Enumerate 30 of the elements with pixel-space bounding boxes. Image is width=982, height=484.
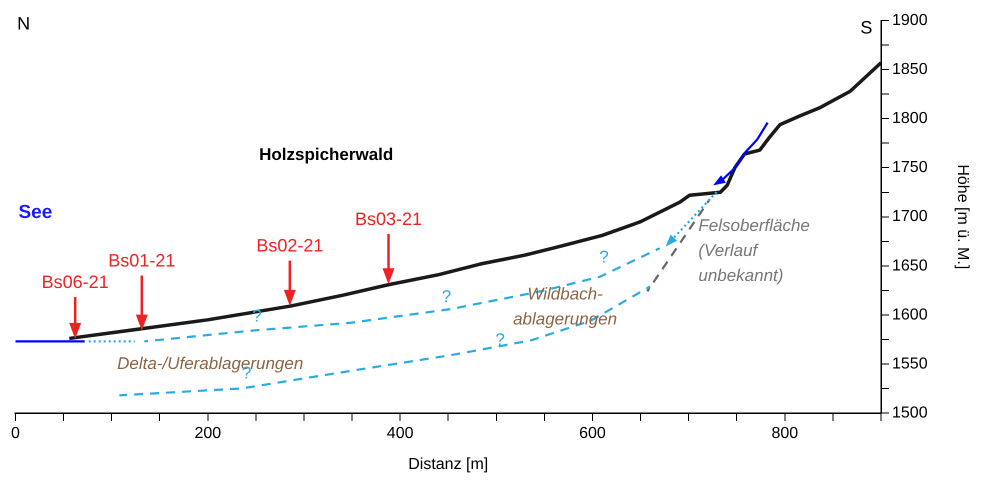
y-tick-label: 1850: [892, 61, 928, 78]
y-tick-label: 1650: [892, 257, 928, 274]
annotation: S: [860, 17, 872, 38]
annotation: ?: [599, 248, 609, 267]
x-tick-label: 800: [771, 425, 798, 442]
x-axis-title: Distanz [m]: [408, 456, 488, 473]
y-tick-label: 1750: [892, 159, 928, 176]
x-tick-label: 0: [10, 425, 20, 442]
annotation: Bs01-21: [108, 250, 176, 270]
annotation: Bs02-21: [256, 236, 324, 256]
line-series: [118, 285, 652, 396]
x-tick-label: 600: [579, 425, 606, 442]
y-tick-label: 1800: [892, 110, 928, 128]
annotation: Wildbach- ablagerungen: [513, 284, 618, 328]
annotation: N: [17, 13, 30, 34]
x-tick-label: 400: [386, 425, 414, 442]
annotation: Bs06-21: [42, 272, 109, 292]
y-tick-label: 1900: [892, 12, 928, 30]
y-tick-label: 1550: [892, 355, 928, 372]
annotation: Felsoberfläche (Verlauf unbekannt): [698, 216, 810, 286]
annotation: See: [18, 202, 52, 224]
y-tick-label: 1500: [892, 404, 928, 422]
y-tick-label: 1700: [892, 208, 928, 226]
annotation: Bs03-21: [354, 208, 422, 229]
annotation: ?: [442, 286, 452, 306]
annotation: ?: [495, 330, 505, 350]
y-axis-title: Höhe [m ü. M.]: [954, 164, 971, 270]
x-tick-label: 200: [194, 425, 222, 442]
annotation: Holzspicherwald: [259, 144, 394, 164]
y-tick-label: 1600: [892, 306, 928, 324]
